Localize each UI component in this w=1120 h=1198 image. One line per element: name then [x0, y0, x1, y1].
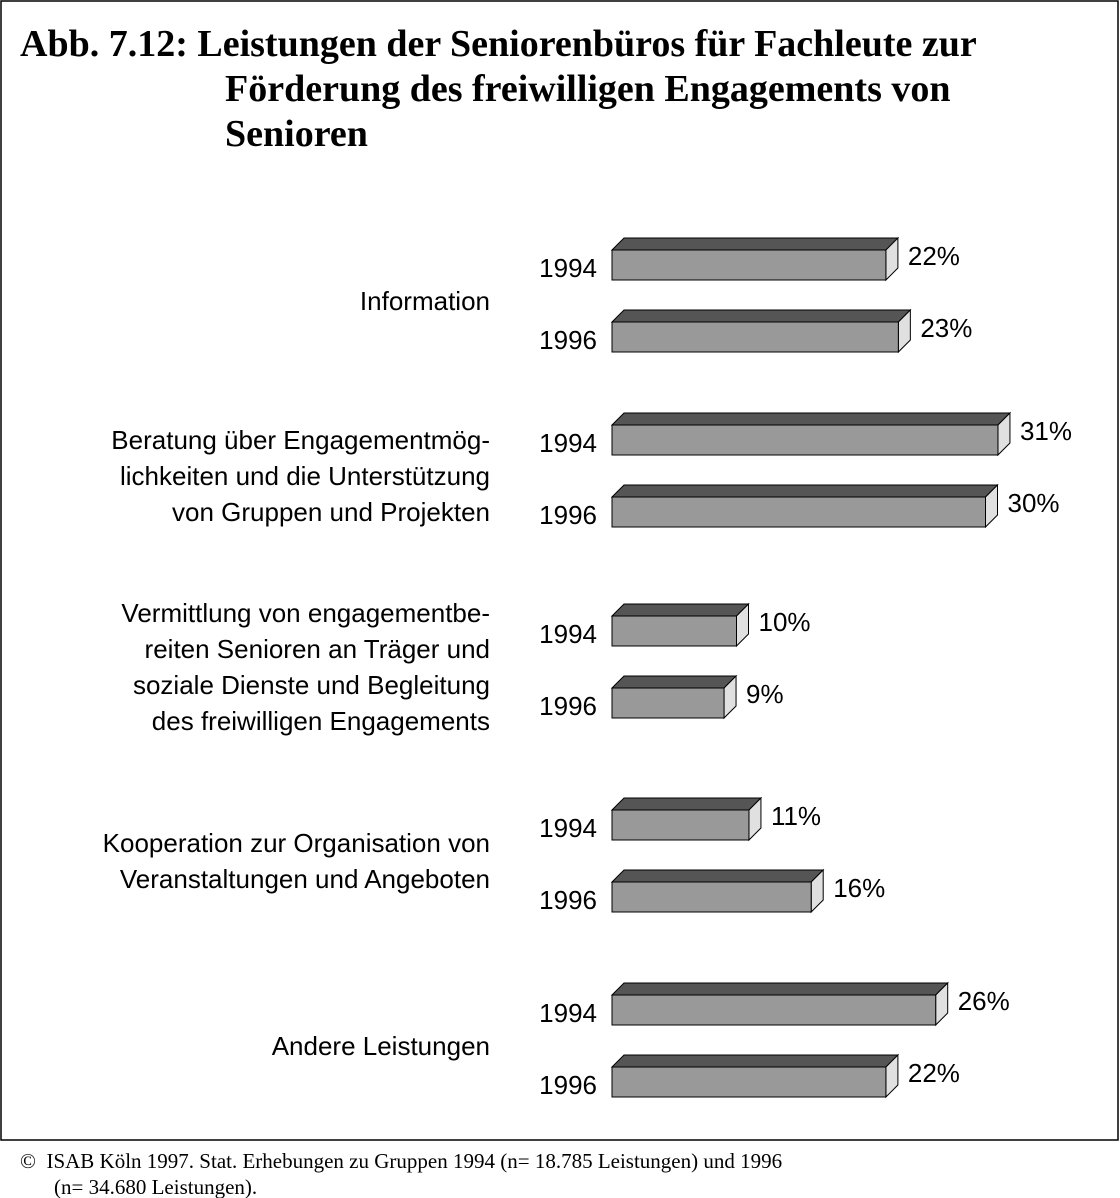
- bar: [610, 796, 763, 842]
- value-label: 16%: [833, 873, 885, 903]
- bar: [610, 411, 1012, 457]
- series-label: 1996: [539, 885, 597, 915]
- bar-front: [611, 496, 986, 528]
- bar-front: [611, 321, 899, 353]
- bar: [610, 674, 738, 720]
- value-label: 26%: [958, 986, 1010, 1016]
- bar-front: [611, 424, 999, 456]
- bar: [610, 483, 999, 529]
- series-label: 1994: [539, 813, 597, 843]
- bar-top: [610, 484, 999, 498]
- bar-top: [610, 309, 912, 323]
- series-label: 1996: [539, 325, 597, 355]
- bar-top: [610, 603, 750, 617]
- bar-front: [611, 687, 725, 719]
- bar: [610, 868, 825, 914]
- bar-top: [610, 675, 738, 689]
- value-label: 31%: [1020, 416, 1072, 446]
- chart-title: Abb. 7.12: Leistungen der Seniorenbüros …: [20, 23, 977, 155]
- value-label: 10%: [759, 607, 811, 637]
- value-label: 23%: [920, 313, 972, 343]
- category-label: Andere Leistungen: [271, 1031, 490, 1061]
- category-label: Beratung über Engagementmög- lichkeiten …: [111, 425, 490, 527]
- value-label: 9%: [746, 679, 784, 709]
- footnote: © ISAB Köln 1997. Stat. Erhebungen zu Gr…: [20, 1149, 783, 1198]
- bar-front: [611, 249, 887, 281]
- series-label: 1994: [539, 428, 597, 458]
- bar: [610, 981, 949, 1027]
- bar-front: [611, 994, 937, 1026]
- series-label: 1996: [539, 1070, 597, 1100]
- bar-top: [610, 982, 949, 996]
- series-label: 1994: [539, 253, 597, 283]
- series-label: 1994: [539, 998, 597, 1028]
- bar-top: [610, 1054, 900, 1068]
- bar: [610, 308, 912, 354]
- bar-top: [610, 412, 1012, 426]
- category-label: Kooperation zur Organisation von Veranst…: [102, 828, 490, 894]
- category-label: Vermittlung von engagementbe- reiten Sen…: [121, 598, 490, 736]
- bar: [610, 602, 750, 648]
- series-label: 1996: [539, 500, 597, 530]
- category-label: Information: [359, 286, 490, 316]
- bar-front: [611, 1066, 887, 1098]
- value-label: 22%: [908, 1058, 960, 1088]
- value-label: 22%: [908, 241, 960, 271]
- bar-top: [610, 237, 900, 251]
- series-label: 1994: [539, 619, 597, 649]
- bar-top: [610, 797, 763, 811]
- bar-front: [611, 615, 737, 647]
- bar: [610, 1053, 900, 1099]
- value-label: 11%: [771, 801, 821, 831]
- series-label: 1996: [539, 691, 597, 721]
- bar-top: [610, 869, 825, 883]
- value-label: 30%: [1008, 488, 1060, 518]
- bar-front: [611, 881, 812, 913]
- frame: [0, 0, 1119, 1141]
- bar-front: [611, 809, 750, 841]
- bar: [610, 236, 900, 282]
